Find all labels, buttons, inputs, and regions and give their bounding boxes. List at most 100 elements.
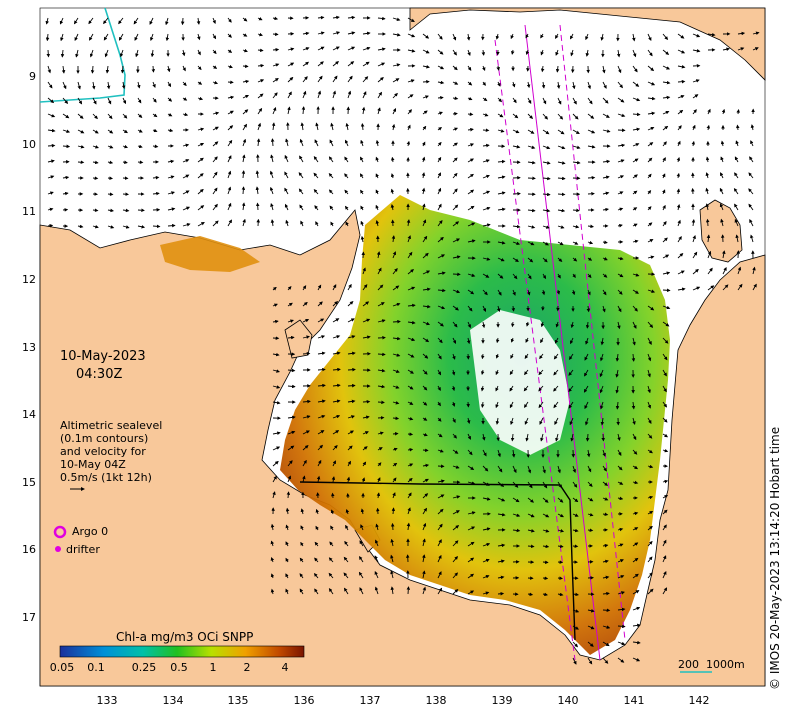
- velocity-arrow: [332, 430, 340, 435]
- velocity-arrow: [406, 219, 411, 227]
- cloud-gap: [470, 310, 570, 455]
- velocity-arrow: [242, 123, 247, 131]
- velocity-arrow: [662, 157, 666, 163]
- velocity-arrow: [556, 81, 561, 89]
- velocity-arrow: [647, 81, 656, 86]
- velocity-arrow: [557, 176, 566, 181]
- velocity-arrow: [482, 527, 491, 531]
- velocity-arrow: [422, 219, 427, 227]
- velocity-arrow: [587, 257, 593, 261]
- velocity-arrow: [602, 207, 609, 212]
- velocity-arrow: [287, 445, 295, 451]
- velocity-arrow: [647, 126, 655, 131]
- colorbar-tick-label: 0.25: [131, 661, 157, 674]
- velocity-arrow: [345, 122, 350, 131]
- velocity-arrow: [422, 64, 430, 69]
- velocity-arrow: [482, 449, 487, 457]
- velocity-arrow: [632, 207, 638, 211]
- velocity-arrow: [422, 369, 428, 375]
- velocity-arrow: [92, 208, 99, 213]
- velocity-arrow: [152, 191, 160, 196]
- velocity-arrow: [572, 145, 581, 150]
- velocity-arrow: [647, 401, 651, 409]
- velocity-arrow: [526, 289, 531, 296]
- velocity-arrow: [437, 353, 442, 360]
- velocity-arrow: [584, 401, 589, 410]
- velocity-arrow: [510, 353, 514, 359]
- velocity-arrow: [677, 79, 686, 84]
- velocity-arrow: [452, 417, 456, 423]
- velocity-arrow: [617, 97, 625, 103]
- velocity-arrow: [677, 270, 685, 275]
- velocity-arrow: [692, 49, 701, 53]
- velocity-arrow: [538, 401, 544, 409]
- velocity-arrow: [662, 433, 669, 438]
- velocity-arrow: [299, 573, 304, 579]
- velocity-arrow: [360, 524, 364, 531]
- velocity-arrow: [467, 158, 474, 163]
- velocity-arrow: [495, 337, 500, 344]
- velocity-arrow: [617, 191, 624, 195]
- velocity-arrow: [647, 449, 653, 454]
- map-date: 10-May-2023: [60, 349, 146, 364]
- velocity-arrow: [375, 139, 380, 147]
- velocity-arrow: [495, 401, 499, 409]
- velocity-arrow: [467, 239, 476, 243]
- velocity-arrow: [585, 49, 590, 57]
- velocity-arrow: [734, 218, 739, 227]
- velocity-arrow: [617, 543, 624, 547]
- velocity-arrow: [392, 447, 398, 452]
- velocity-arrow: [662, 95, 671, 100]
- altimetry-track-1: [494, 39, 576, 661]
- velocity-arrow: [212, 220, 219, 227]
- velocity-arrow: [662, 125, 669, 131]
- velocity-arrow: [497, 591, 505, 596]
- velocity-arrow: [437, 449, 444, 453]
- velocity-arrow: [467, 433, 471, 440]
- velocity-arrow: [407, 477, 413, 483]
- velocity-arrow: [557, 145, 566, 150]
- velocity-arrow: [257, 79, 265, 83]
- velocity-arrow: [62, 191, 69, 196]
- velocity-arrow: [497, 241, 506, 245]
- velocity-arrow: [647, 337, 652, 345]
- velocity-arrow: [662, 204, 666, 211]
- velocity-arrow: [392, 431, 399, 436]
- velocity-arrow: [182, 112, 189, 117]
- velocity-arrow: [77, 97, 83, 105]
- velocity-arrow: [452, 172, 458, 179]
- velocity-arrow: [46, 49, 51, 58]
- velocity-arrow: [662, 479, 669, 484]
- velocity-arrow: [269, 170, 274, 179]
- velocity-arrow: [302, 47, 310, 51]
- velocity-arrow: [495, 417, 500, 425]
- velocity-arrow: [602, 81, 607, 89]
- velocity-arrow: [662, 80, 671, 85]
- velocity-arrow: [632, 542, 639, 547]
- velocity-arrow: [733, 187, 739, 195]
- velocity-arrow: [511, 81, 516, 88]
- velocity-arrow: [497, 97, 503, 103]
- velocity-arrow: [241, 170, 246, 179]
- velocity-arrow: [317, 444, 324, 451]
- velocity-arrow: [92, 129, 99, 134]
- velocity-arrow: [647, 173, 652, 179]
- velocity-arrow: [722, 284, 729, 291]
- velocity-arrow: [122, 225, 130, 229]
- velocity-arrow: [121, 81, 126, 90]
- velocity-arrow: [197, 33, 201, 41]
- velocity-arrow: [391, 123, 396, 131]
- velocity-arrow: [497, 257, 505, 262]
- velocity-arrow: [720, 218, 724, 227]
- velocity-arrow: [749, 219, 754, 227]
- velocity-arrow: [452, 33, 457, 41]
- velocity-arrow: [647, 157, 653, 163]
- velocity-arrow: [392, 369, 400, 373]
- velocity-arrow: [587, 289, 591, 296]
- velocity-arrow: [617, 449, 622, 456]
- velocity-arrow: [332, 414, 341, 419]
- velocity-arrow: [362, 76, 369, 83]
- velocity-arrow: [617, 143, 626, 148]
- velocity-arrow: [555, 33, 559, 39]
- velocity-arrow: [152, 224, 161, 229]
